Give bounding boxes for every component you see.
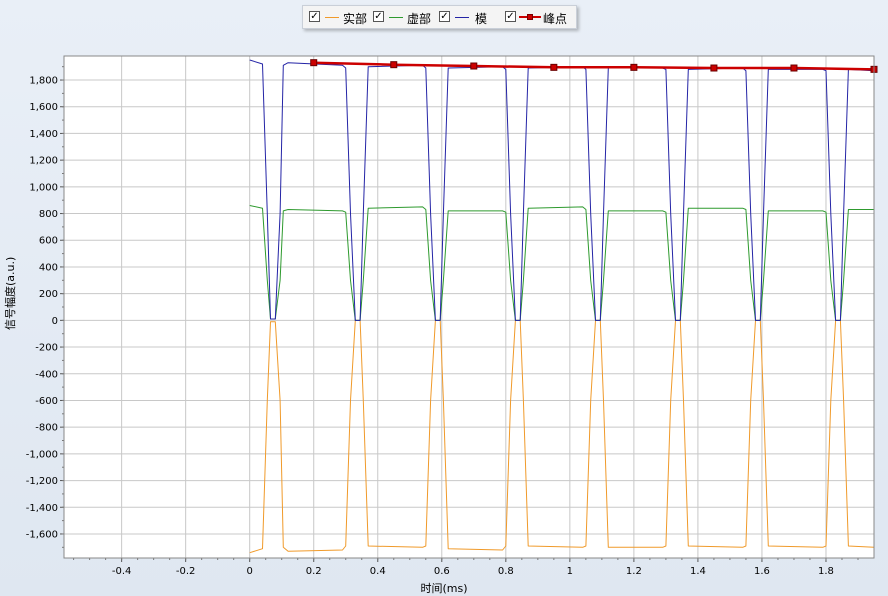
x-tick-label: 1 xyxy=(567,566,573,577)
x-tick-label: 0.8 xyxy=(498,566,514,577)
grid xyxy=(64,56,874,558)
x-tick-label: 1.4 xyxy=(690,566,706,577)
y-tick-label: 1,200 xyxy=(29,156,58,167)
y-tick-label: 1,400 xyxy=(29,129,58,140)
y-tick-label: 0 xyxy=(52,316,58,327)
y-tick-label: -200 xyxy=(35,343,58,354)
x-tick-label: -0.4 xyxy=(112,566,132,577)
peak-marker xyxy=(710,64,718,72)
y-tick-label: -1,200 xyxy=(26,476,58,487)
x-tick-label: 0.2 xyxy=(306,566,322,577)
y-axis-label: 信号幅度(a.u.) xyxy=(4,256,17,330)
legend-label-modulus: 模 xyxy=(475,12,488,26)
series-line-1 xyxy=(249,205,874,321)
legend-marker-peaks xyxy=(527,14,533,20)
y-tick-label: 400 xyxy=(39,262,58,273)
x-tick-label: 1.8 xyxy=(818,566,834,577)
peak-marker xyxy=(390,61,398,69)
plot-area xyxy=(64,56,874,558)
legend-line-modulus xyxy=(455,17,469,18)
y-tick-label: -600 xyxy=(35,396,58,407)
y-tick-label: 600 xyxy=(39,236,58,247)
y-tick-label: 1,600 xyxy=(29,102,58,113)
x-tick-label: 0.6 xyxy=(434,566,450,577)
x-tick-label: 0 xyxy=(247,566,253,577)
legend-line-real xyxy=(325,17,339,18)
y-tick-label: -800 xyxy=(35,423,58,434)
x-axis-label: 时间(ms) xyxy=(420,582,468,595)
x-tick-label: 1.2 xyxy=(626,566,642,577)
y-tick-label: -1,600 xyxy=(26,529,58,540)
y-tick-label: -400 xyxy=(35,369,58,380)
x-tick-label: 1.6 xyxy=(754,566,770,577)
peak-marker xyxy=(550,63,558,71)
peak-marker xyxy=(630,63,638,71)
checkbox-real[interactable]: ✓ xyxy=(309,11,320,22)
legend-label-peaks: 峰点 xyxy=(543,12,568,26)
plot-frame xyxy=(63,55,875,559)
peak-marker xyxy=(470,62,478,70)
series-line-0 xyxy=(249,319,875,554)
peak-marker xyxy=(790,64,798,72)
y-tick-label: 200 xyxy=(39,289,58,300)
series-group xyxy=(249,59,878,554)
y-tick-label: -1,000 xyxy=(26,449,58,460)
legend: ✓ 实部 ✓ 虚部 ✓ 模 ✓ 峰点 xyxy=(302,5,577,29)
peak-marker xyxy=(310,59,318,67)
checkbox-peaks[interactable]: ✓ xyxy=(505,11,516,22)
y-tick-label: 1,800 xyxy=(29,76,58,87)
y-tick-label: 1,000 xyxy=(29,182,58,193)
checkbox-modulus[interactable]: ✓ xyxy=(439,11,450,22)
y-axis: 1,800 1,600 1,400 1,200 1,000 800 600 400 200 0 -2… xyxy=(26,66,64,548)
y-tick-label: -1,400 xyxy=(26,503,58,514)
legend-label-real: 实部 xyxy=(343,12,368,26)
checkbox-imag[interactable]: ✓ xyxy=(373,11,384,22)
legend-line-imag xyxy=(389,17,403,18)
x-axis: -0.4 -0.2 0 0.2 0.4 0.6 0.8 1 1.2 1.4 1.6 1.8 xyxy=(73,558,859,577)
legend-label-imag: 虚部 xyxy=(407,12,432,26)
y-tick-label: 800 xyxy=(39,209,58,220)
x-tick-label: -0.2 xyxy=(176,566,196,577)
series-line-3 xyxy=(313,61,875,71)
x-tick-label: 0.4 xyxy=(370,566,386,577)
